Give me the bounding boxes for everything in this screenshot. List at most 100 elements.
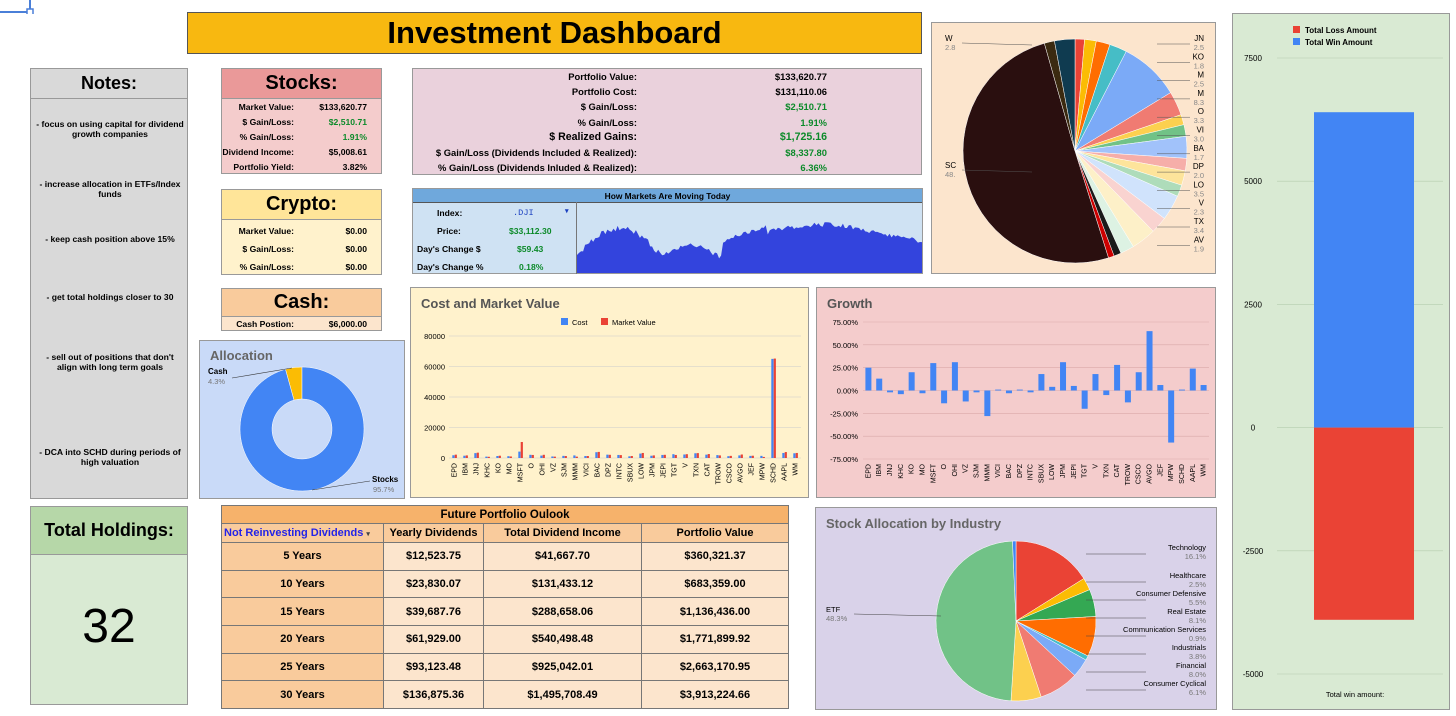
win-bar	[1314, 112, 1414, 427]
note-item: - sell out of positions that don't align…	[35, 352, 185, 372]
total-holdings-value: 32	[31, 599, 187, 654]
x-tick-label: EPD	[865, 464, 872, 478]
legend-label: Market Value	[612, 318, 656, 327]
slice-label: AV	[1194, 235, 1205, 244]
portfolio-summary-panel: Portfolio Value: $133,620.77 Portfolio Co…	[412, 68, 922, 175]
slice-label: KO	[1192, 52, 1204, 61]
summary-row: $ Gain/Loss (Dividends Included & Realiz…	[413, 145, 921, 160]
x-tick-label: AAPL	[782, 463, 789, 481]
x-tick-label: JNJ	[887, 464, 894, 476]
column-header: Portfolio Value	[642, 524, 789, 543]
slice-pct: 2.0	[1194, 171, 1204, 180]
x-tick-label: V	[1092, 464, 1099, 469]
index-select[interactable]: .DJI	[513, 208, 534, 218]
bar	[551, 456, 553, 458]
legend-label: Total Win Amount	[1305, 38, 1373, 47]
x-tick-label: JEPI	[661, 463, 668, 478]
slice-pct: 16.1%	[1185, 552, 1207, 561]
pie-slice	[240, 367, 364, 491]
x-tick-label: JEPI	[1071, 464, 1078, 479]
win-loss-chart: 7500500025000-2500-5000Total Loss Amount…	[1233, 14, 1451, 711]
x-tick-label: JEF	[1157, 464, 1164, 476]
note-item: - keep cash position above 15%	[35, 234, 185, 244]
x-tick-label: TROW	[716, 463, 723, 485]
bar	[485, 457, 487, 458]
y-tick-label: 0	[441, 454, 445, 463]
bar	[628, 456, 630, 458]
x-tick-label: CAT	[705, 462, 712, 476]
x-tick-label: IBM	[463, 463, 470, 476]
change-pct-value: 0.18%	[519, 262, 543, 272]
slice-pct: 48.	[945, 170, 955, 179]
bar	[941, 391, 947, 404]
stocks-panel: Stocks: Market Value: $133,620.77 $ Gain/…	[221, 68, 382, 174]
bar	[529, 455, 531, 458]
bar	[672, 454, 674, 458]
summary-row: Portfolio Cost: $131,110.06	[413, 84, 921, 99]
bar	[510, 456, 512, 458]
slice-pct: 6.1%	[1189, 688, 1206, 697]
index-label: Index:	[437, 208, 462, 218]
bar	[1136, 372, 1142, 390]
table-row: 5 Years $12,523.75 $41,667.70 $360,321.37	[222, 543, 789, 571]
slice-pct: 2.3	[1194, 208, 1204, 217]
bar	[1017, 390, 1023, 391]
price-value: $33,112.30	[509, 226, 552, 236]
x-tick-label: MMM	[984, 464, 991, 482]
bar	[540, 456, 542, 458]
markets-panel: How Markets Are Moving Today Index: .DJI…	[412, 188, 923, 274]
slice-label: Healthcare	[1170, 571, 1206, 580]
bar	[595, 452, 597, 458]
x-tick-label: AVGO	[1147, 463, 1154, 483]
bar	[963, 391, 969, 402]
x-tick-label: OHI	[540, 463, 547, 476]
x-tick-label: AVGO	[738, 462, 745, 482]
y-tick-label: -50.00%	[830, 432, 858, 441]
bar	[752, 456, 754, 458]
crypto-panel: Crypto: Market Value: $0.00 $ Gain/Loss: $…	[221, 189, 382, 275]
bar	[1103, 391, 1109, 396]
cash-panel: Cash: Cash Postion: $6,000.00	[221, 288, 382, 331]
bar	[1147, 331, 1153, 390]
bar	[730, 456, 732, 458]
bar	[463, 456, 465, 458]
legend-label: Cost	[572, 318, 588, 327]
slice-pct: 8.0%	[1189, 670, 1206, 679]
x-tick-label: VICI	[995, 464, 1002, 478]
y-tick-label: 5000	[1244, 177, 1262, 186]
bar	[898, 391, 904, 395]
y-tick-label: 60000	[424, 363, 445, 372]
x-tick-label: JEF	[749, 463, 756, 475]
total-holdings-panel: Total Holdings: 32	[30, 506, 188, 705]
chevron-down-icon[interactable]: ▾	[565, 207, 569, 215]
slice-label: Stocks	[372, 475, 399, 484]
bar	[639, 454, 641, 458]
bar	[1168, 391, 1174, 443]
reinvest-dropdown[interactable]: Not Reinvesting Dividends	[224, 527, 363, 539]
growth-chart-panel: Growth 75.00% 50.00% 25.00% 0.00% -25.00% -50…	[816, 287, 1216, 498]
bar	[1049, 387, 1055, 391]
cash-header: Cash:	[222, 289, 381, 317]
slice-label: O	[1198, 107, 1204, 116]
bar	[606, 455, 608, 458]
bar	[984, 391, 990, 417]
x-tick-label: MSFT	[518, 462, 525, 482]
x-tick-label: INTC	[1028, 464, 1035, 480]
bar	[771, 359, 773, 458]
crypto-header: Crypto:	[222, 190, 381, 220]
y-tick-label: -5000	[1243, 670, 1264, 679]
y-tick-label: 80000	[424, 332, 445, 341]
bar	[609, 455, 611, 458]
slice-label: DP	[1193, 162, 1204, 171]
y-tick-label: 75.00%	[833, 318, 859, 327]
slice-pct: 3.4	[1194, 226, 1204, 235]
x-tick-label: KO	[909, 463, 916, 474]
slice-label: SC	[945, 161, 956, 170]
slice-label: M	[1197, 89, 1204, 98]
slice-pct: 3.5	[1194, 189, 1204, 198]
chevron-down-icon[interactable]: ▾	[366, 531, 370, 538]
bar	[565, 456, 567, 458]
table-row: 15 Years $39,687.76 $288,658.06 $1,136,436.…	[222, 598, 789, 626]
x-tick-label: SJM	[974, 464, 981, 478]
win-loss-panel: 7500 5000 2500 0 -2500 -5000 Total Loss Amount…	[1232, 13, 1450, 710]
